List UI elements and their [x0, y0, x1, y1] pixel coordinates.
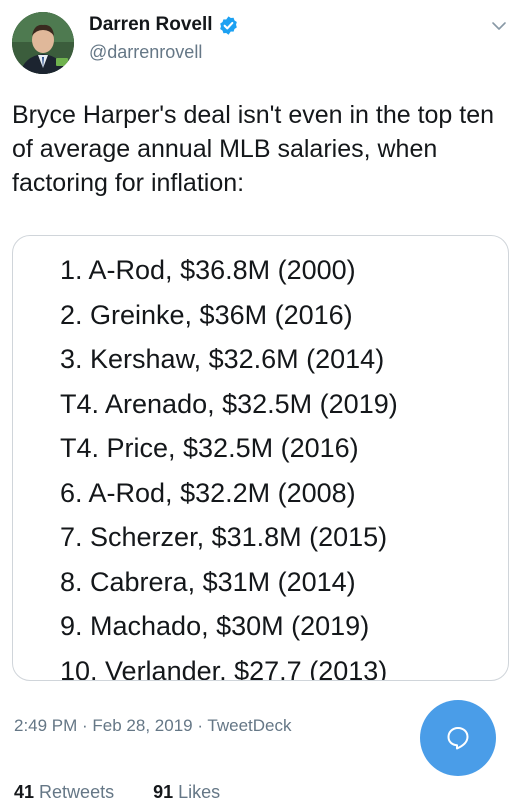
likes-count: 91	[153, 782, 174, 802]
list-item: 1. A-Rod, $36.8M (2000)	[60, 255, 356, 285]
compose-reply-icon	[447, 727, 469, 750]
list-item: 8. Cabrera, $31M (2014)	[60, 566, 356, 597]
list-item: 10. Verlander, $27.7 (2013)	[60, 655, 388, 681]
author-name[interactable]: Darren Rovell	[89, 14, 213, 35]
chevron-down-icon[interactable]	[491, 18, 507, 34]
likes-label: Likes	[178, 782, 221, 802]
author-name-row[interactable]: Darren Rovell	[89, 14, 239, 36]
salary-ranking-list: 1. A-Rod, $36.8M (2000) 2. Greinke, $36M…	[60, 248, 398, 681]
tweet-image[interactable]: 1. A-Rod, $36.8M (2000) 2. Greinke, $36M…	[12, 235, 509, 681]
list-item: 9. Machado, $30M (2019)	[60, 611, 370, 641]
tweet-timestamp[interactable]: 2:49 PM · Feb 28, 2019 · TweetDeck	[14, 716, 292, 735]
compose-reply-button[interactable]	[420, 700, 496, 776]
author-handle[interactable]: @darrenrovell	[89, 42, 203, 62]
retweets-stat[interactable]: 41 Retweets	[14, 782, 119, 802]
list-item: 6. A-Rod, $32.2M (2008)	[60, 477, 356, 508]
list-item: T4. Price, $32.5M (2016)	[60, 433, 359, 463]
tweet-stats: 41 Retweets 91 Likes	[14, 782, 220, 803]
list-item: T4. Arenado, $32.5M (2019)	[60, 388, 398, 419]
likes-stat[interactable]: 91 Likes	[153, 782, 220, 802]
avatar-photo	[12, 12, 74, 74]
list-item: 2. Greinke, $36M (2016)	[60, 299, 353, 330]
retweets-count: 41	[14, 782, 35, 802]
list-item: 3. Kershaw, $32.6M (2014)	[60, 344, 385, 374]
verified-badge-icon	[219, 15, 237, 35]
tweet-text: Bryce Harper's deal isn't even in the to…	[12, 101, 495, 197]
retweets-label: Retweets	[39, 782, 115, 802]
list-item: 7. Scherzer, $31.8M (2015)	[60, 522, 388, 552]
avatar[interactable]	[12, 12, 74, 74]
